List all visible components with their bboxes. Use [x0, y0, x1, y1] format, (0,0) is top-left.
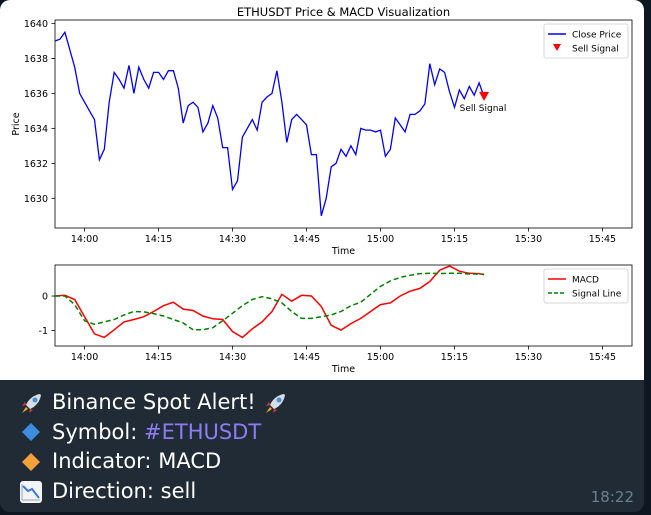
price-y-tick-label: 1630 — [24, 194, 48, 205]
rocket-icon — [18, 392, 44, 414]
price-y-tick-label: 1640 — [24, 19, 48, 30]
macd-x-tick-label: 15:15 — [441, 352, 468, 363]
direction-value: sell — [161, 477, 197, 507]
caption-symbol-line: Symbol: #ETHUSDT — [18, 418, 618, 448]
price-x-axis-label: Time — [331, 246, 355, 257]
price-x-tick-label: 15:30 — [515, 234, 542, 245]
caption-title-line: Binance Spot Alert! — [18, 388, 618, 418]
blue-diamond-icon — [18, 421, 44, 443]
price-y-tick-label: 1638 — [24, 54, 48, 65]
macd-legend-label: MACD — [572, 276, 599, 286]
sell-signal-marker — [479, 92, 489, 101]
direction-label: Direction: — [52, 477, 154, 507]
price-x-tick-label: 14:30 — [219, 234, 246, 245]
price-x-tick-label: 15:45 — [589, 234, 616, 245]
macd-x-tick-label: 14:00 — [71, 352, 98, 363]
orange-diamond-icon — [18, 451, 44, 473]
macd-x-tick-label: 14:15 — [145, 352, 172, 363]
price-x-tick-label: 15:15 — [441, 234, 468, 245]
price-y-tick-label: 1636 — [24, 89, 48, 100]
macd-x-tick-label: 14:30 — [219, 352, 246, 363]
indicator-value: MACD — [158, 447, 221, 477]
caption-title: Binance Spot Alert! — [52, 388, 256, 418]
symbol-hashtag-link[interactable]: #ETHUSDT — [144, 418, 261, 448]
macd-x-axis-label: Time — [331, 364, 355, 375]
signal-line-legend-label: Signal Line — [572, 290, 622, 300]
message-timestamp: 18:22 — [591, 488, 634, 506]
price-y-tick-label: 1634 — [24, 124, 48, 135]
macd-x-tick-label: 14:45 — [293, 352, 320, 363]
close-price-legend-label: Close Price — [572, 31, 622, 41]
chart-figure: ETHUSDT Price & MACD Visualization 14:00 1… — [0, 0, 644, 380]
price-x-tick-label: 15:00 — [367, 234, 394, 245]
macd-x-tick-label: 15:45 — [589, 352, 616, 363]
chart-title: ETHUSDT Price & MACD Visualization — [237, 5, 450, 19]
caption-direction-line: Direction: sell — [18, 477, 618, 507]
macd-x-tick-label: 15:00 — [367, 352, 394, 363]
macd-line — [55, 266, 484, 337]
caption-indicator-line: Indicator: MACD — [18, 447, 618, 477]
chart-decreasing-icon — [18, 480, 44, 502]
signal-line-line — [55, 273, 484, 330]
indicator-label: Indicator: — [52, 447, 152, 477]
macd-x-tick-label: 15:30 — [515, 352, 542, 363]
close-price-line — [55, 32, 484, 216]
macd-y-tick-label: 0 — [42, 292, 48, 303]
rocket-icon — [262, 392, 288, 414]
message-caption: Binance Spot Alert! Symbol: #ETHUSDT Ind… — [18, 388, 618, 506]
price-y-tick-label: 1632 — [24, 159, 48, 170]
price-x-tick-label: 14:15 — [145, 234, 172, 245]
symbol-label: Symbol: — [52, 418, 137, 448]
price-y-axis-label: Price — [11, 112, 22, 135]
chart-image[interactable]: ETHUSDT Price & MACD Visualization 14:00 1… — [0, 0, 644, 380]
price-x-tick-label: 14:00 — [71, 234, 98, 245]
sell-signal-legend-label: Sell Signal — [572, 45, 619, 55]
macd-y-tick-label: -1 — [39, 326, 48, 337]
price-x-tick-label: 14:45 — [293, 234, 320, 245]
sell-signal-annotation: Sell Signal — [460, 104, 507, 114]
